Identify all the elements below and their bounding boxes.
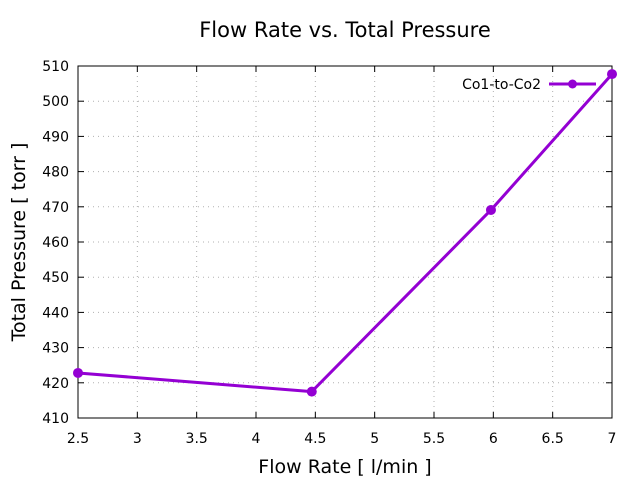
y-tick-label: 490 [42,129,69,145]
x-tick-label: 5 [370,431,379,447]
x-axis-label: Flow Rate [ l/min ] [258,456,431,478]
x-tick-label: 2.5 [67,431,89,447]
y-tick-label: 430 [42,341,69,357]
series [73,69,617,397]
y-tick-label: 460 [42,235,69,251]
data-point [306,386,317,397]
x-tick-label: 3 [133,431,142,447]
y-axis-label: Total Pressure [ torr ] [8,143,30,343]
legend: Co1-to-Co2 [462,77,596,93]
chart-title: Flow Rate vs. Total Pressure [199,18,491,42]
data-point [73,367,83,378]
x-tick-label: 7 [608,431,617,447]
y-tick-label: 480 [42,165,69,181]
y-tick-label: 500 [42,94,69,110]
legend-marker [568,79,577,89]
x-tick-label: 6.5 [542,431,564,447]
y-tick-label: 450 [42,270,69,286]
x-tick-label: 4 [252,431,261,447]
series-line [77,73,614,394]
y-tick-label: 420 [42,376,69,392]
y-tick-label: 410 [42,411,69,427]
x-tick-label: 4.5 [304,431,326,447]
tick-labels: 2.5 3 3.5 4 4.5 5 5.5 6 6.5 7 410 420 430 440 450 460 47… [42,59,616,447]
plot-frame [77,65,613,419]
y-tick-label: 440 [42,305,69,321]
x-tick-label: 5.5 [423,431,445,447]
y-tick-label: 510 [42,59,69,75]
x-tick-label: 3.5 [186,431,208,447]
x-tick-label: 6 [489,431,498,447]
data-point [485,204,496,215]
data-point [607,69,617,80]
y-tick-label: 470 [42,200,69,216]
legend-label: Co1-to-Co2 [462,77,541,93]
grid [78,66,612,418]
